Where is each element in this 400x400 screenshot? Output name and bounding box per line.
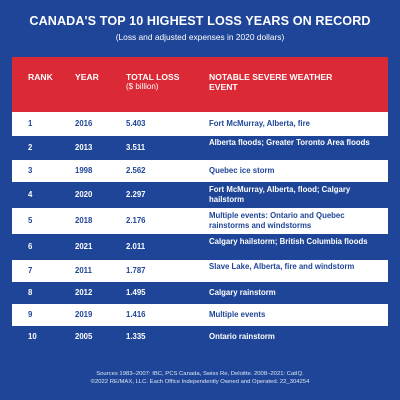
- column-header-year: YEAR: [75, 72, 99, 82]
- cell-event: Alberta floods; Greater Toronto Area flo…: [209, 138, 370, 147]
- table-row: 10 2005 1.335 Ontario rainstorm: [12, 326, 388, 348]
- cell-total-loss: 2.011: [126, 242, 146, 251]
- footer-line-copyright: ©2022 RE/MAX, LLC. Each Office Independe…: [90, 379, 310, 386]
- cell-rank: 8: [28, 288, 33, 297]
- cell-year: 2019: [75, 310, 93, 319]
- cell-rank: 10: [28, 332, 37, 341]
- cell-total-loss: 1.335: [126, 332, 146, 341]
- column-header-rank: RANK: [28, 72, 53, 82]
- cell-rank: 1: [28, 119, 33, 128]
- page-subtitle: (Loss and adjusted expenses in 2020 doll…: [115, 32, 285, 42]
- table-row: 9 2019 1.416 Multiple events: [12, 304, 388, 326]
- cell-rank: 5: [28, 216, 33, 225]
- table-row: 6 2021 2.011 Calgary hailstorm; British Col…: [12, 234, 388, 260]
- table-row: 7 2011 1.787 Slave Lake, Alberta, fire and …: [12, 260, 388, 282]
- cell-total-loss: 1.787: [126, 266, 146, 275]
- cell-rank: 6: [28, 242, 33, 251]
- cell-event: Multiple events: [209, 310, 266, 319]
- cell-total-loss: 3.511: [126, 143, 146, 152]
- cell-year: 2011: [75, 266, 92, 275]
- cell-year: 2021: [75, 242, 93, 251]
- cell-event: Multiple events: Ontario and Quebec rain…: [209, 211, 345, 230]
- cell-rank: 4: [28, 190, 33, 199]
- cell-rank: 7: [28, 266, 33, 275]
- cell-year: 2016: [75, 119, 93, 128]
- cell-year: 2012: [75, 288, 93, 297]
- table-row: 8 2012 1.495 Calgary rainstorm: [12, 282, 388, 304]
- table-row: 1 2016 5.403 Fort McMurray, Alberta, fire: [12, 112, 388, 136]
- cell-year: 2013: [75, 143, 93, 152]
- column-header-loss-label: TOTAL LOSS: [126, 72, 180, 82]
- column-header-event-line1: NOTABLE SEVERE WEATHER: [209, 72, 333, 82]
- cell-total-loss: 2.297: [126, 190, 146, 199]
- cell-year: 2020: [75, 190, 93, 199]
- cell-event: Calgary hailstorm; British Columbia floo…: [209, 237, 368, 246]
- cell-year: 2005: [75, 332, 93, 341]
- cell-total-loss: 1.495: [126, 288, 146, 297]
- cell-year: 1998: [75, 166, 93, 175]
- column-header-event: NOTABLE SEVERE WEATHER EVENT: [209, 72, 332, 92]
- cell-event: Calgary rainstorm: [209, 288, 276, 297]
- cell-total-loss: 1.416: [126, 310, 146, 319]
- column-header-event-line2: EVENT: [209, 82, 238, 92]
- column-header-loss-unit: ($ billion): [126, 82, 159, 91]
- table-row: 4 2020 2.297 Fort McMurray, Alberta, flood;…: [12, 182, 388, 208]
- cell-total-loss: 5.403: [126, 119, 146, 128]
- cell-total-loss: 2.562: [126, 166, 146, 175]
- cell-year: 2018: [75, 216, 93, 225]
- cell-rank: 9: [28, 310, 33, 319]
- cell-event: Ontario rainstorm: [209, 332, 275, 341]
- column-header-loss: TOTAL LOSS ($ billion): [126, 72, 179, 92]
- cell-event: Quebec ice storm: [209, 166, 275, 175]
- page-title: CANADA'S TOP 10 HIGHEST LOSS YEARS ON RE…: [29, 14, 371, 28]
- cell-event: Slave Lake, Alberta, fire and windstorm: [209, 262, 355, 271]
- table-row: 2 2013 3.511 Alberta floods; Greater Toront…: [12, 136, 388, 160]
- table-body: 1 2016 5.403 Fort McMurray, Alberta, fire 2 2…: [12, 112, 388, 348]
- cell-event: Fort McMurray, Alberta, fire: [209, 119, 310, 128]
- cell-rank: 3: [28, 166, 33, 175]
- cell-total-loss: 2.176: [126, 216, 146, 225]
- footer-line-sources: Sources 1983–2007: IBC, PCS Canada, Swis…: [96, 371, 304, 377]
- loss-table: RANK YEAR TOTAL LOSS ($ billion) NOTABLE…: [12, 57, 388, 348]
- cell-rank: 2: [28, 143, 33, 152]
- footer-sources: Sources 1983–2007: IBC, PCS Canada, Swis…: [0, 370, 400, 387]
- table-row: 3 1998 2.562 Quebec ice storm: [12, 160, 388, 182]
- cell-event: Fort McMurray, Alberta, flood; Calgary h…: [209, 185, 351, 204]
- table-header: RANK YEAR TOTAL LOSS ($ billion) NOTABLE…: [12, 57, 388, 112]
- table-row: 5 2018 2.176 Multiple events: Ontario and Q…: [12, 208, 388, 234]
